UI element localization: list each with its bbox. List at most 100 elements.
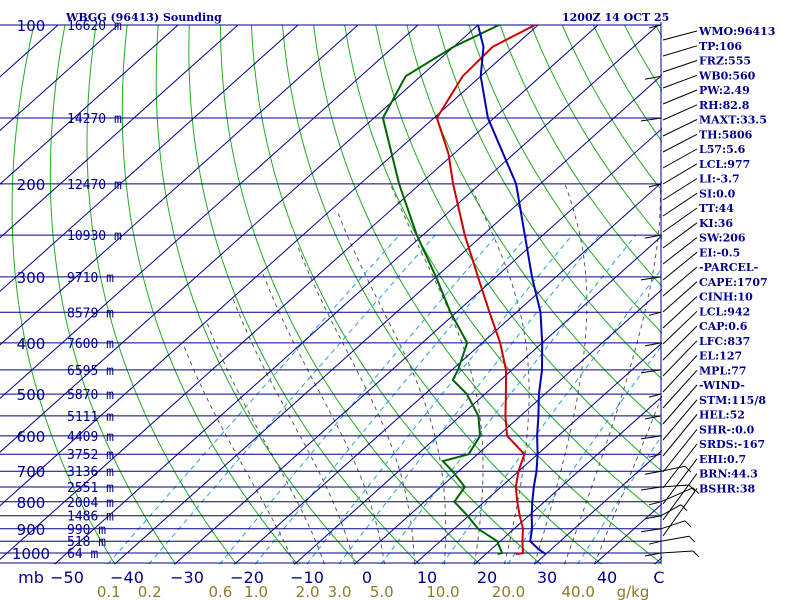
wind-barb xyxy=(684,520,692,528)
height-label: 2004 m xyxy=(67,496,114,511)
index-entry: TP:106 xyxy=(699,40,742,53)
isotherm xyxy=(0,24,539,507)
wind-barb xyxy=(644,552,662,557)
index-leader xyxy=(662,222,698,249)
dry-adiabat xyxy=(313,24,662,565)
height-label: 4409 m xyxy=(67,430,114,445)
series-parcel xyxy=(477,24,547,555)
index-entry: MAXT:33.5 xyxy=(699,114,767,127)
mixing-ratio-label: 20.0 xyxy=(492,583,525,600)
wind-barb xyxy=(648,453,662,458)
moist-adiabat xyxy=(262,272,385,565)
index-leader xyxy=(662,399,698,441)
wind-barb xyxy=(680,504,688,512)
wind-barb xyxy=(644,342,662,347)
index-entry: BSHR:38 xyxy=(699,482,755,495)
height-label: 990 m xyxy=(67,523,106,538)
index-entry: EHI:0.7 xyxy=(699,453,746,466)
dry-adiabat xyxy=(49,24,177,565)
series-temperature xyxy=(435,24,536,556)
index-leader xyxy=(662,74,698,89)
index-leader xyxy=(662,310,698,345)
mixing-ratio-line xyxy=(107,234,400,565)
wind-barb xyxy=(648,183,662,188)
wind-barb xyxy=(688,535,696,543)
index-leader xyxy=(662,384,698,425)
pressure-label: 200 xyxy=(17,176,46,194)
profile-traces xyxy=(381,24,547,556)
index-leader xyxy=(662,266,698,297)
moist-adiabat xyxy=(564,183,662,565)
temperature-tick: −30 xyxy=(170,568,204,587)
pressure-label: 800 xyxy=(17,494,46,512)
mixing-ratio-unit: g/kg xyxy=(617,583,650,600)
background-lines xyxy=(11,24,800,565)
dry-adiabat xyxy=(437,24,662,380)
index-leader xyxy=(662,207,698,233)
index-entry: SRDS:-167 xyxy=(699,438,765,451)
index-entry: MPL:77 xyxy=(699,364,747,377)
index-entry: LCL:977 xyxy=(699,158,750,171)
wind-barb xyxy=(660,520,686,530)
wind-barb xyxy=(660,550,694,554)
index-entry: FRZ:555 xyxy=(699,55,751,68)
index-entry: EI:-0.5 xyxy=(699,246,740,259)
index-entry: RH:82.8 xyxy=(699,99,750,112)
dry-adiabat xyxy=(561,24,662,192)
index-entry: TH:5806 xyxy=(699,128,753,141)
height-label: 12470 m xyxy=(67,178,122,193)
index-entry: SI:0.0 xyxy=(699,187,736,200)
wind-barb xyxy=(648,311,662,316)
mixing-ratio-label: 10.0 xyxy=(426,583,459,600)
dry-adiabat xyxy=(468,24,662,334)
temperature-unit-label: C xyxy=(653,568,664,587)
index-entry: BRN:44.3 xyxy=(699,468,758,481)
height-label: 1486 m xyxy=(67,510,114,525)
mixing-ratio-line xyxy=(148,234,436,565)
dry-adiabat xyxy=(282,24,603,565)
height-label: 5111 m xyxy=(67,410,114,425)
series-dewpoint xyxy=(381,24,504,556)
pressure-label: 700 xyxy=(17,463,46,481)
isotherm xyxy=(114,74,662,565)
dry-adiabat xyxy=(121,24,298,565)
index-leader xyxy=(662,30,698,41)
index-leader xyxy=(662,340,698,377)
pressure-label: 300 xyxy=(17,269,46,287)
moist-adiabat xyxy=(232,298,355,565)
wind-barb xyxy=(660,504,682,517)
dry-adiabat xyxy=(155,24,359,565)
wind-barb xyxy=(640,528,662,533)
dry-adiabat xyxy=(406,24,662,426)
index-leader xyxy=(662,192,698,217)
temperature-tick: 10 xyxy=(417,568,437,587)
wind-barb xyxy=(640,369,662,374)
index-leader xyxy=(662,458,698,505)
wind-barbs xyxy=(640,24,700,558)
mixing-ratio-label: 5.0 xyxy=(370,583,394,600)
wind-barb xyxy=(644,470,662,475)
wind-barb xyxy=(692,487,700,495)
height-label: 64 m xyxy=(67,547,98,562)
mixing-ratio-label: 2.0 xyxy=(296,583,320,600)
height-label: 518 m xyxy=(67,535,106,550)
index-leader xyxy=(662,104,698,121)
isotherm xyxy=(534,449,662,565)
wind-barb xyxy=(644,515,662,520)
moist-adiabat xyxy=(206,321,325,565)
dry-adiabat xyxy=(530,24,662,240)
wind-barb xyxy=(684,465,692,473)
wind-barb xyxy=(648,501,662,506)
index-leader xyxy=(662,178,698,201)
index-leader xyxy=(662,281,698,313)
isotherm xyxy=(474,396,662,565)
temperature-tick: −10 xyxy=(290,568,324,587)
temperature-tick: −50 xyxy=(50,568,84,587)
dry-adiabat xyxy=(749,25,800,564)
wind-barb xyxy=(648,540,662,545)
isotherm xyxy=(0,24,119,132)
wind-barb xyxy=(640,276,662,281)
isotherm xyxy=(294,235,662,565)
station-title: WBGG (96413) Sounding xyxy=(65,11,222,24)
index-leader xyxy=(662,325,698,361)
